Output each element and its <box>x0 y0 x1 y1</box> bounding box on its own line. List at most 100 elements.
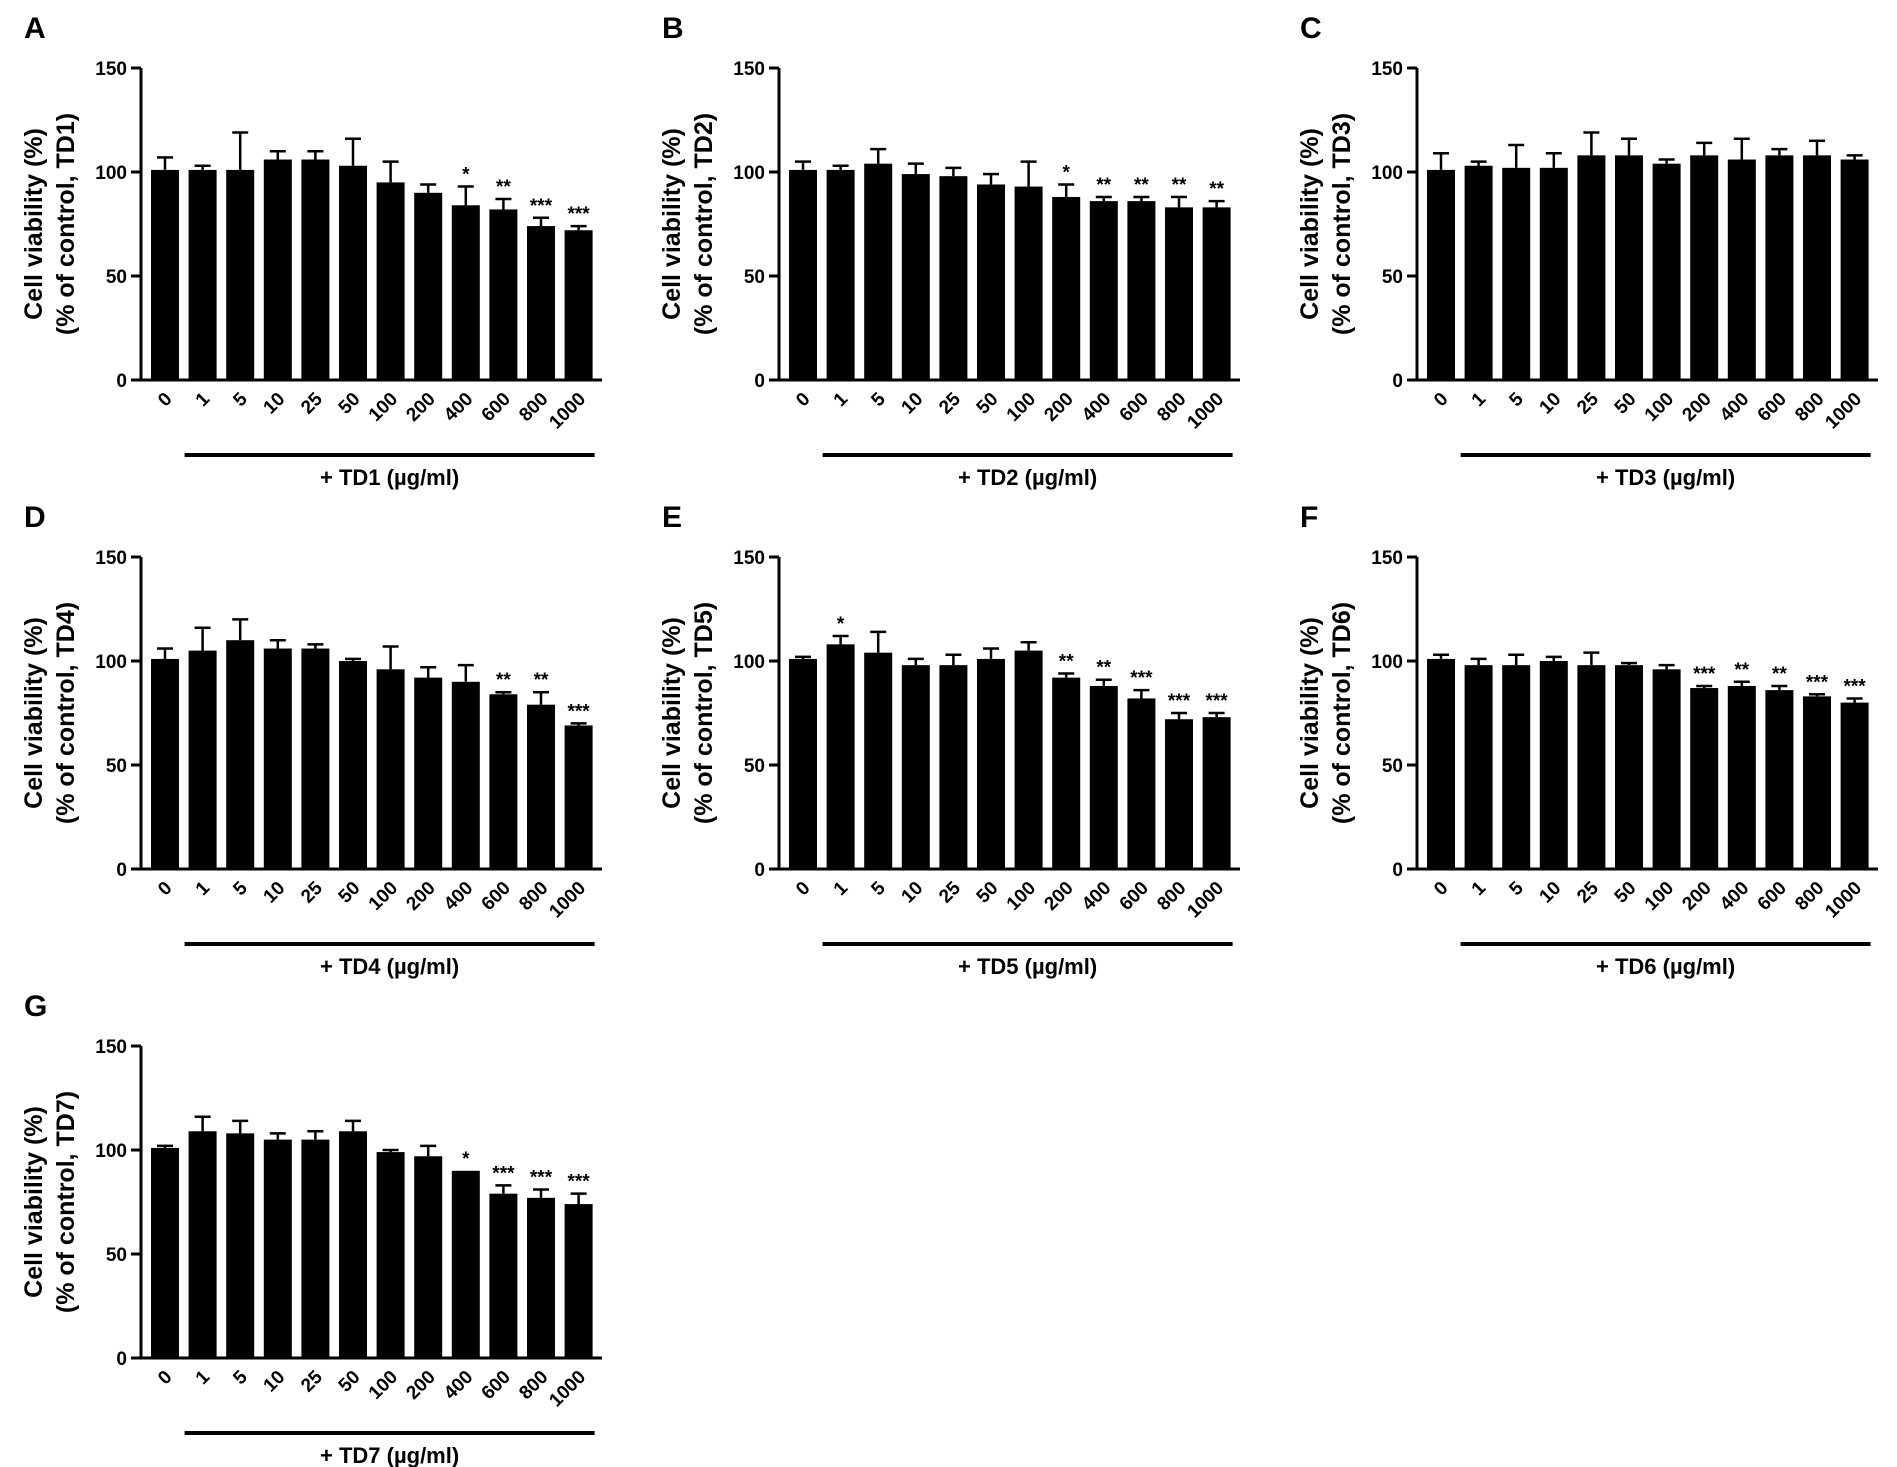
y-axis-label-line2: (% of control, TD1) <box>52 113 80 335</box>
bar <box>1615 665 1643 869</box>
x-axis-label: + TD1 (µg/ml) <box>320 465 459 490</box>
bar <box>1539 167 1568 380</box>
panel-a: A Cell viability (%) (% of control, TD1) 0 5… <box>20 12 602 490</box>
bar <box>376 1152 405 1358</box>
x-tick-label: 200 <box>1678 389 1715 426</box>
x-tick-label: 10 <box>898 878 928 908</box>
x-axis-label: + TD7 (µg/ml) <box>320 1443 459 1467</box>
x-tick-label: 1 <box>192 388 215 411</box>
bar <box>789 658 817 869</box>
y-tick-label: 0 <box>1392 371 1403 392</box>
x-tick-label: 400 <box>440 1367 477 1404</box>
x-tick-label: 5 <box>229 1366 252 1389</box>
y-tick-label: 150 <box>95 1037 127 1058</box>
bar <box>1577 155 1606 380</box>
bar <box>939 176 968 380</box>
x-tick-label: 0 <box>154 389 176 411</box>
bar <box>451 1170 480 1358</box>
significance-marker: ** <box>1172 175 1187 196</box>
bar <box>1127 201 1156 380</box>
bar <box>1502 665 1531 869</box>
significance-marker: * <box>462 165 470 186</box>
bar <box>864 163 893 380</box>
x-tick-label: 1 <box>830 388 853 411</box>
significance-marker: * <box>462 1149 470 1170</box>
bar <box>1690 688 1719 869</box>
bar <box>1202 207 1231 380</box>
bar <box>339 661 367 869</box>
bar <box>1727 685 1756 869</box>
x-tick-label: 50 <box>335 389 365 419</box>
bar <box>1089 201 1118 380</box>
y-tick-label: 50 <box>106 1245 127 1266</box>
y-tick-label: 100 <box>95 1141 127 1162</box>
significance-marker: ** <box>1059 651 1074 672</box>
bar <box>489 694 518 869</box>
bar <box>263 648 292 869</box>
x-tick-label: 1 <box>192 1366 215 1389</box>
x-tick-label: 1000 <box>1183 389 1228 434</box>
bar <box>1464 165 1493 380</box>
x-tick-label: 25 <box>1573 877 1603 907</box>
x-tick-label: 1 <box>192 877 215 900</box>
x-tick-label: 50 <box>973 389 1003 419</box>
y-tick-label: 0 <box>1392 860 1403 881</box>
x-tick-label: 200 <box>1678 878 1715 915</box>
x-tick-label: 600 <box>478 878 515 915</box>
y-axis-label-line1: Cell viability (%) <box>658 617 686 809</box>
x-tick-label: 0 <box>1430 878 1452 900</box>
y-tick-label: 50 <box>106 267 127 288</box>
bar <box>226 1133 255 1358</box>
bar <box>1652 669 1681 869</box>
x-tick-label: 1000 <box>1183 878 1228 923</box>
bar <box>263 1139 292 1358</box>
panel-letter: F <box>1300 501 1318 534</box>
significance-marker: *** <box>1693 664 1716 685</box>
bar <box>1803 696 1831 869</box>
x-tick-label: 50 <box>1611 389 1641 419</box>
x-tick-label: 10 <box>1536 389 1566 419</box>
y-tick-label: 0 <box>116 860 127 881</box>
x-tick-label: 50 <box>973 878 1003 908</box>
x-tick-label: 25 <box>297 1366 327 1396</box>
significance-marker: ** <box>1096 658 1111 679</box>
bar <box>939 665 968 869</box>
significance-marker: *** <box>1168 691 1191 712</box>
x-tick-label: 50 <box>1611 878 1641 908</box>
y-axis-label-line2: (% of control, TD7) <box>52 1091 80 1313</box>
bar <box>1052 677 1081 869</box>
x-tick-label: 100 <box>365 878 402 915</box>
y-tick-label: 50 <box>744 756 765 777</box>
y-tick-label: 150 <box>95 59 127 80</box>
y-axis-label-line1: Cell viability (%) <box>20 1106 48 1298</box>
bar <box>564 1204 593 1358</box>
y-tick-label: 100 <box>95 652 127 673</box>
bar <box>188 1131 217 1358</box>
x-tick-label: 600 <box>1754 878 1791 915</box>
y-axis-label-line2: (% of control, TD2) <box>690 113 718 335</box>
bar <box>1840 159 1869 380</box>
significance-marker: *** <box>530 1168 553 1189</box>
significance-marker: *** <box>530 196 553 217</box>
y-tick-label: 150 <box>733 548 765 569</box>
significance-marker: ** <box>1209 179 1224 200</box>
bar <box>226 169 255 380</box>
bar <box>527 1197 555 1358</box>
y-tick-label: 100 <box>733 652 765 673</box>
bar <box>263 159 292 380</box>
bar <box>1615 155 1643 380</box>
bar <box>977 658 1005 869</box>
bar <box>188 650 217 869</box>
significance-marker: ** <box>1096 175 1111 196</box>
x-tick-label: 100 <box>365 1367 402 1404</box>
bar <box>414 1156 443 1358</box>
y-tick-label: 50 <box>1382 756 1403 777</box>
bar <box>414 677 443 869</box>
x-tick-label: 0 <box>1430 389 1452 411</box>
x-tick-label: 1000 <box>1821 389 1866 434</box>
bar <box>151 1147 179 1358</box>
x-tick-label: 0 <box>792 389 814 411</box>
significance-marker: *** <box>1806 672 1829 693</box>
bar <box>826 644 855 869</box>
x-tick-label: 100 <box>365 389 402 426</box>
